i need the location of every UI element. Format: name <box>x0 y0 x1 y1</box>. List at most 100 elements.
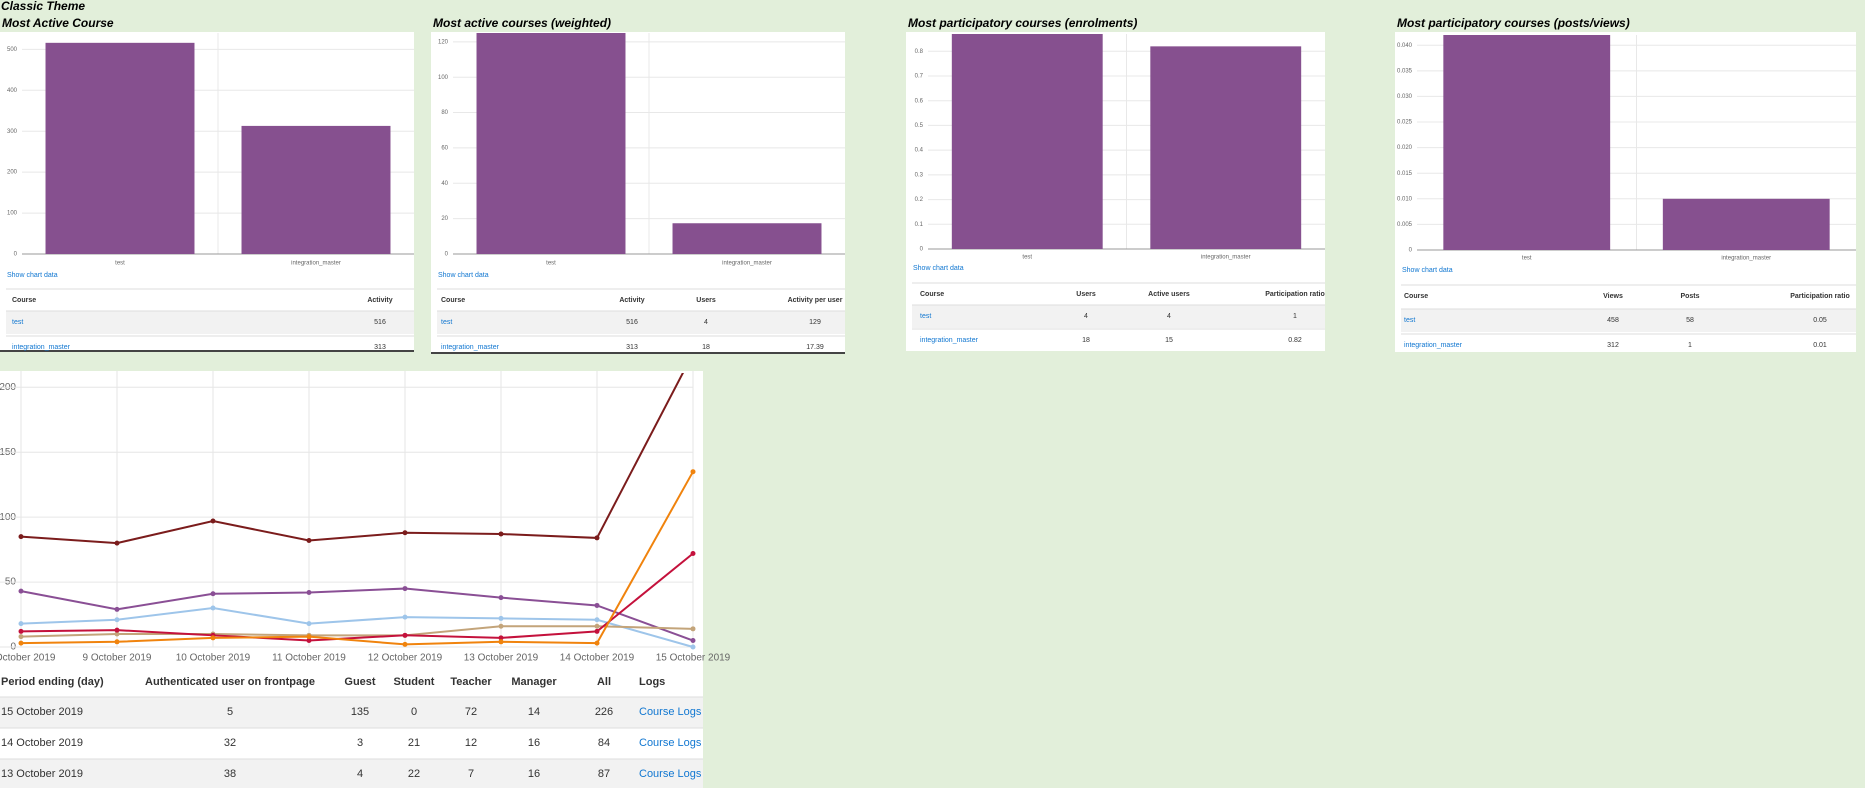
table-header: Active users <box>1148 291 1190 298</box>
course-link[interactable]: integration_master <box>920 337 979 344</box>
course-link[interactable]: integration_master <box>12 344 71 351</box>
logs-link[interactable]: Course Logs <box>639 737 702 749</box>
y-tick-label: 0.5 <box>915 123 924 129</box>
series-point <box>114 606 120 612</box>
table-cell: 18 <box>702 344 710 351</box>
y-tick-label: 0 <box>14 252 18 258</box>
x-tick-label: 14 October 2019 <box>560 653 635 664</box>
show-chart-data-link[interactable]: Show chart data <box>913 265 964 272</box>
table-header: Users <box>1076 291 1096 298</box>
bar <box>672 223 822 254</box>
table-cell: 458 <box>1607 317 1619 324</box>
chart-title: Most Active Course <box>2 16 114 30</box>
x-tick-label: test <box>546 261 556 267</box>
table-header: Course <box>920 291 944 298</box>
series-point <box>18 588 24 594</box>
series-line <box>20 471 694 646</box>
course-link[interactable]: integration_master <box>441 344 500 351</box>
series-point <box>114 631 120 637</box>
series-point <box>594 602 600 608</box>
table-header: Participation ratio <box>1790 293 1850 300</box>
series-point <box>18 634 24 640</box>
y-tick-label: 120 <box>438 39 449 45</box>
y-tick-label: 0.1 <box>915 222 924 228</box>
y-tick-label: 0.010 <box>1397 196 1413 202</box>
series-point <box>690 638 696 644</box>
series-point <box>114 627 120 633</box>
y-tick-label: 0.4 <box>915 148 924 154</box>
series-point <box>594 623 600 629</box>
series-point <box>114 639 120 645</box>
panel-border <box>0 350 414 352</box>
show-chart-data-link[interactable]: Show chart data <box>7 272 58 279</box>
series-point <box>210 605 216 611</box>
table-cell: 15 <box>1165 337 1173 344</box>
series-point <box>402 641 408 647</box>
y-tick-label: 0.8 <box>915 49 924 55</box>
y-tick-label: 80 <box>441 110 448 116</box>
course-link[interactable]: test <box>1404 317 1415 324</box>
bar <box>241 125 391 254</box>
table-cell: 3 <box>357 737 363 749</box>
show-chart-data-link[interactable]: Show chart data <box>1402 267 1453 274</box>
table-cell: 22 <box>408 768 420 780</box>
y-tick-label: 500 <box>7 47 18 53</box>
series-point <box>18 534 24 540</box>
x-tick-label: 10 October 2019 <box>176 653 251 664</box>
series-point <box>402 586 408 592</box>
table-cell: 5 <box>227 706 233 718</box>
series-point <box>498 639 504 645</box>
course-link[interactable]: test <box>920 313 931 320</box>
table-header: Activity per user <box>788 297 843 304</box>
x-tick-label: 11 October 2019 <box>272 653 346 664</box>
bar <box>476 33 626 254</box>
y-tick-label: 100 <box>7 211 18 217</box>
series-point <box>690 626 696 632</box>
table-header: Posts <box>1680 293 1699 300</box>
table-header: Activity <box>367 297 392 304</box>
y-tick-label: 60 <box>441 145 448 151</box>
table-header: Student <box>394 676 435 688</box>
table-header: Course <box>1404 293 1428 300</box>
table-cell: 4 <box>704 319 708 326</box>
x-tick-label: test <box>1022 255 1032 261</box>
chart-title: Most participatory courses (posts/views) <box>1397 16 1630 30</box>
series-point <box>306 621 312 627</box>
table-header: Period ending (day) <box>1 676 104 688</box>
x-tick-label: integration_master <box>1721 256 1771 262</box>
table-header: Logs <box>639 676 665 688</box>
table-cell: 135 <box>351 706 369 718</box>
series-point <box>594 535 600 541</box>
page-title: Classic Theme <box>1 0 85 13</box>
table-header: Users <box>696 297 716 304</box>
row-stripe <box>0 759 703 788</box>
x-tick-label: 9 October 2019 <box>83 653 152 664</box>
chart-title: Most active courses (weighted) <box>433 16 611 30</box>
table-header: Guest <box>344 676 376 688</box>
table-header: Activity <box>619 297 644 304</box>
course-link[interactable]: test <box>441 319 452 326</box>
y-tick-label: 0.6 <box>915 98 924 104</box>
table-header: Views <box>1603 293 1623 300</box>
course-link[interactable]: test <box>12 319 23 326</box>
series-point <box>402 530 408 536</box>
y-tick-label: 0.030 <box>1397 94 1413 100</box>
series-point <box>114 617 120 623</box>
logs-link[interactable]: Course Logs <box>639 768 702 780</box>
show-chart-data-link[interactable]: Show chart data <box>438 272 489 279</box>
table-header: Course <box>12 297 36 304</box>
table-cell: 0.01 <box>1813 342 1827 349</box>
course-link[interactable]: integration_master <box>1404 342 1463 349</box>
y-tick-label: 300 <box>7 129 18 135</box>
table-header: Teacher <box>450 676 492 688</box>
series-line <box>20 607 694 648</box>
series-point <box>402 632 408 638</box>
series-point <box>306 634 312 640</box>
table-cell: 87 <box>598 768 610 780</box>
table-cell: 21 <box>408 737 420 749</box>
logs-link[interactable]: Course Logs <box>639 706 702 718</box>
series-point <box>594 617 600 623</box>
table-cell: 72 <box>465 706 477 718</box>
